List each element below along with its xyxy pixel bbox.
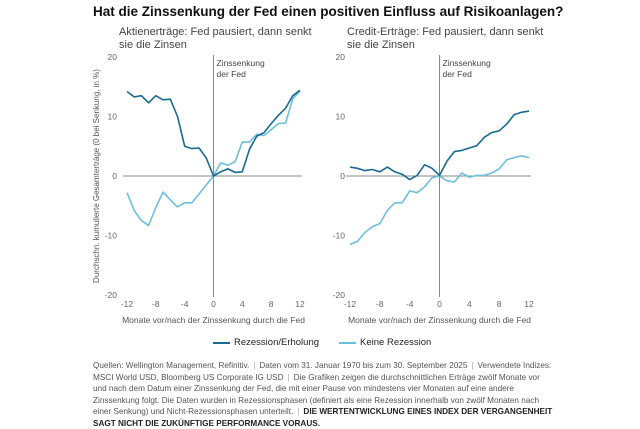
series-line-rezession bbox=[126, 89, 301, 177]
legend-item-keine-rezession: Keine Rezession bbox=[339, 337, 431, 348]
x-tick-label: -8 bbox=[376, 299, 384, 309]
y-tick-label: 10 bbox=[336, 112, 346, 122]
page-title: Hat die Zinssenkung der Fed einen positi… bbox=[93, 4, 564, 19]
legend-label-rezession: Rezession/Erholung bbox=[234, 337, 320, 348]
x-tick-label: -12 bbox=[121, 299, 134, 309]
x-tick-label: 0 bbox=[437, 299, 442, 309]
x-tick-label: 4 bbox=[240, 299, 245, 309]
x-tick-label: 12 bbox=[524, 299, 534, 309]
x-axis-label: Monate vor/nach der Zinssenkung durch di… bbox=[122, 315, 305, 325]
footnote-separator: | bbox=[297, 407, 300, 416]
x-tick-label: 0 bbox=[211, 299, 216, 309]
x-tick-label: 4 bbox=[467, 299, 472, 309]
legend-item-rezession: Rezession/Erholung bbox=[213, 337, 319, 348]
y-tick-label: 0 bbox=[340, 171, 345, 181]
series-line-rezession bbox=[349, 110, 530, 181]
x-tick-label: -8 bbox=[152, 299, 160, 309]
y-tick-label: 20 bbox=[336, 52, 346, 62]
y-tick-label: 0 bbox=[112, 171, 117, 181]
footnote-separator: | bbox=[253, 361, 256, 370]
x-tick-label: -4 bbox=[406, 299, 414, 309]
fed-cut-annotation: Zinssenkung bbox=[443, 58, 491, 68]
y-tick-label: -20 bbox=[105, 290, 118, 300]
footnote-separator: | bbox=[471, 361, 474, 370]
x-tick-label: -12 bbox=[344, 299, 357, 309]
footnote: Quellen: Wellington Management, Refiniti… bbox=[93, 360, 553, 429]
x-tick-label: 12 bbox=[295, 299, 305, 309]
x-tick-label: -4 bbox=[181, 299, 189, 309]
fed-cut-annotation: der Fed bbox=[443, 69, 473, 79]
legend-swatch-rezession bbox=[213, 341, 230, 344]
fed-cut-annotation: der Fed bbox=[217, 69, 247, 79]
y-tick-label: -10 bbox=[105, 231, 118, 241]
footnote-sources: Quellen: Wellington Management, Refiniti… bbox=[93, 361, 250, 370]
footnote-date-range: Daten vom 31. Januar 1970 bis zum 30. Se… bbox=[259, 361, 468, 370]
y-tick-label: 10 bbox=[108, 112, 118, 122]
x-axis-label: Monate vor/nach der Zinssenkung durch di… bbox=[348, 315, 531, 325]
y-tick-label: -10 bbox=[333, 231, 346, 241]
footnote-indices: Verwendete Indizes: MSCI World USD, Bloo… bbox=[93, 361, 552, 382]
y-axis-label: Durchschn. kumulierte Gesamterträge (0 b… bbox=[92, 69, 101, 283]
chart-title-credit: Credit-Erträge: Fed pausiert, dann senkt… bbox=[347, 26, 544, 51]
x-tick-label: 8 bbox=[269, 299, 274, 309]
chart-title-equity: Aktienerträge: Fed pausiert, dann senkt … bbox=[119, 26, 312, 51]
legend-swatch-keine-rezession bbox=[339, 341, 357, 344]
footnote-disclaimer: DIE WERTENTWICKLUNG EINES INDEX DER VERG… bbox=[93, 407, 553, 428]
y-tick-label: 20 bbox=[108, 52, 118, 62]
legend: Rezession/Erholung Keine Rezession bbox=[213, 337, 431, 348]
y-tick-label: -20 bbox=[333, 290, 346, 300]
footnote-separator: | bbox=[287, 372, 290, 382]
x-tick-label: 8 bbox=[497, 299, 502, 309]
fed-cut-annotation: Zinssenkung bbox=[217, 58, 265, 68]
legend-label-keine-rezession: Keine Rezession bbox=[360, 337, 432, 348]
footnote-methodology: Die Grafiken zeigen die durchschnittlich… bbox=[93, 372, 540, 417]
